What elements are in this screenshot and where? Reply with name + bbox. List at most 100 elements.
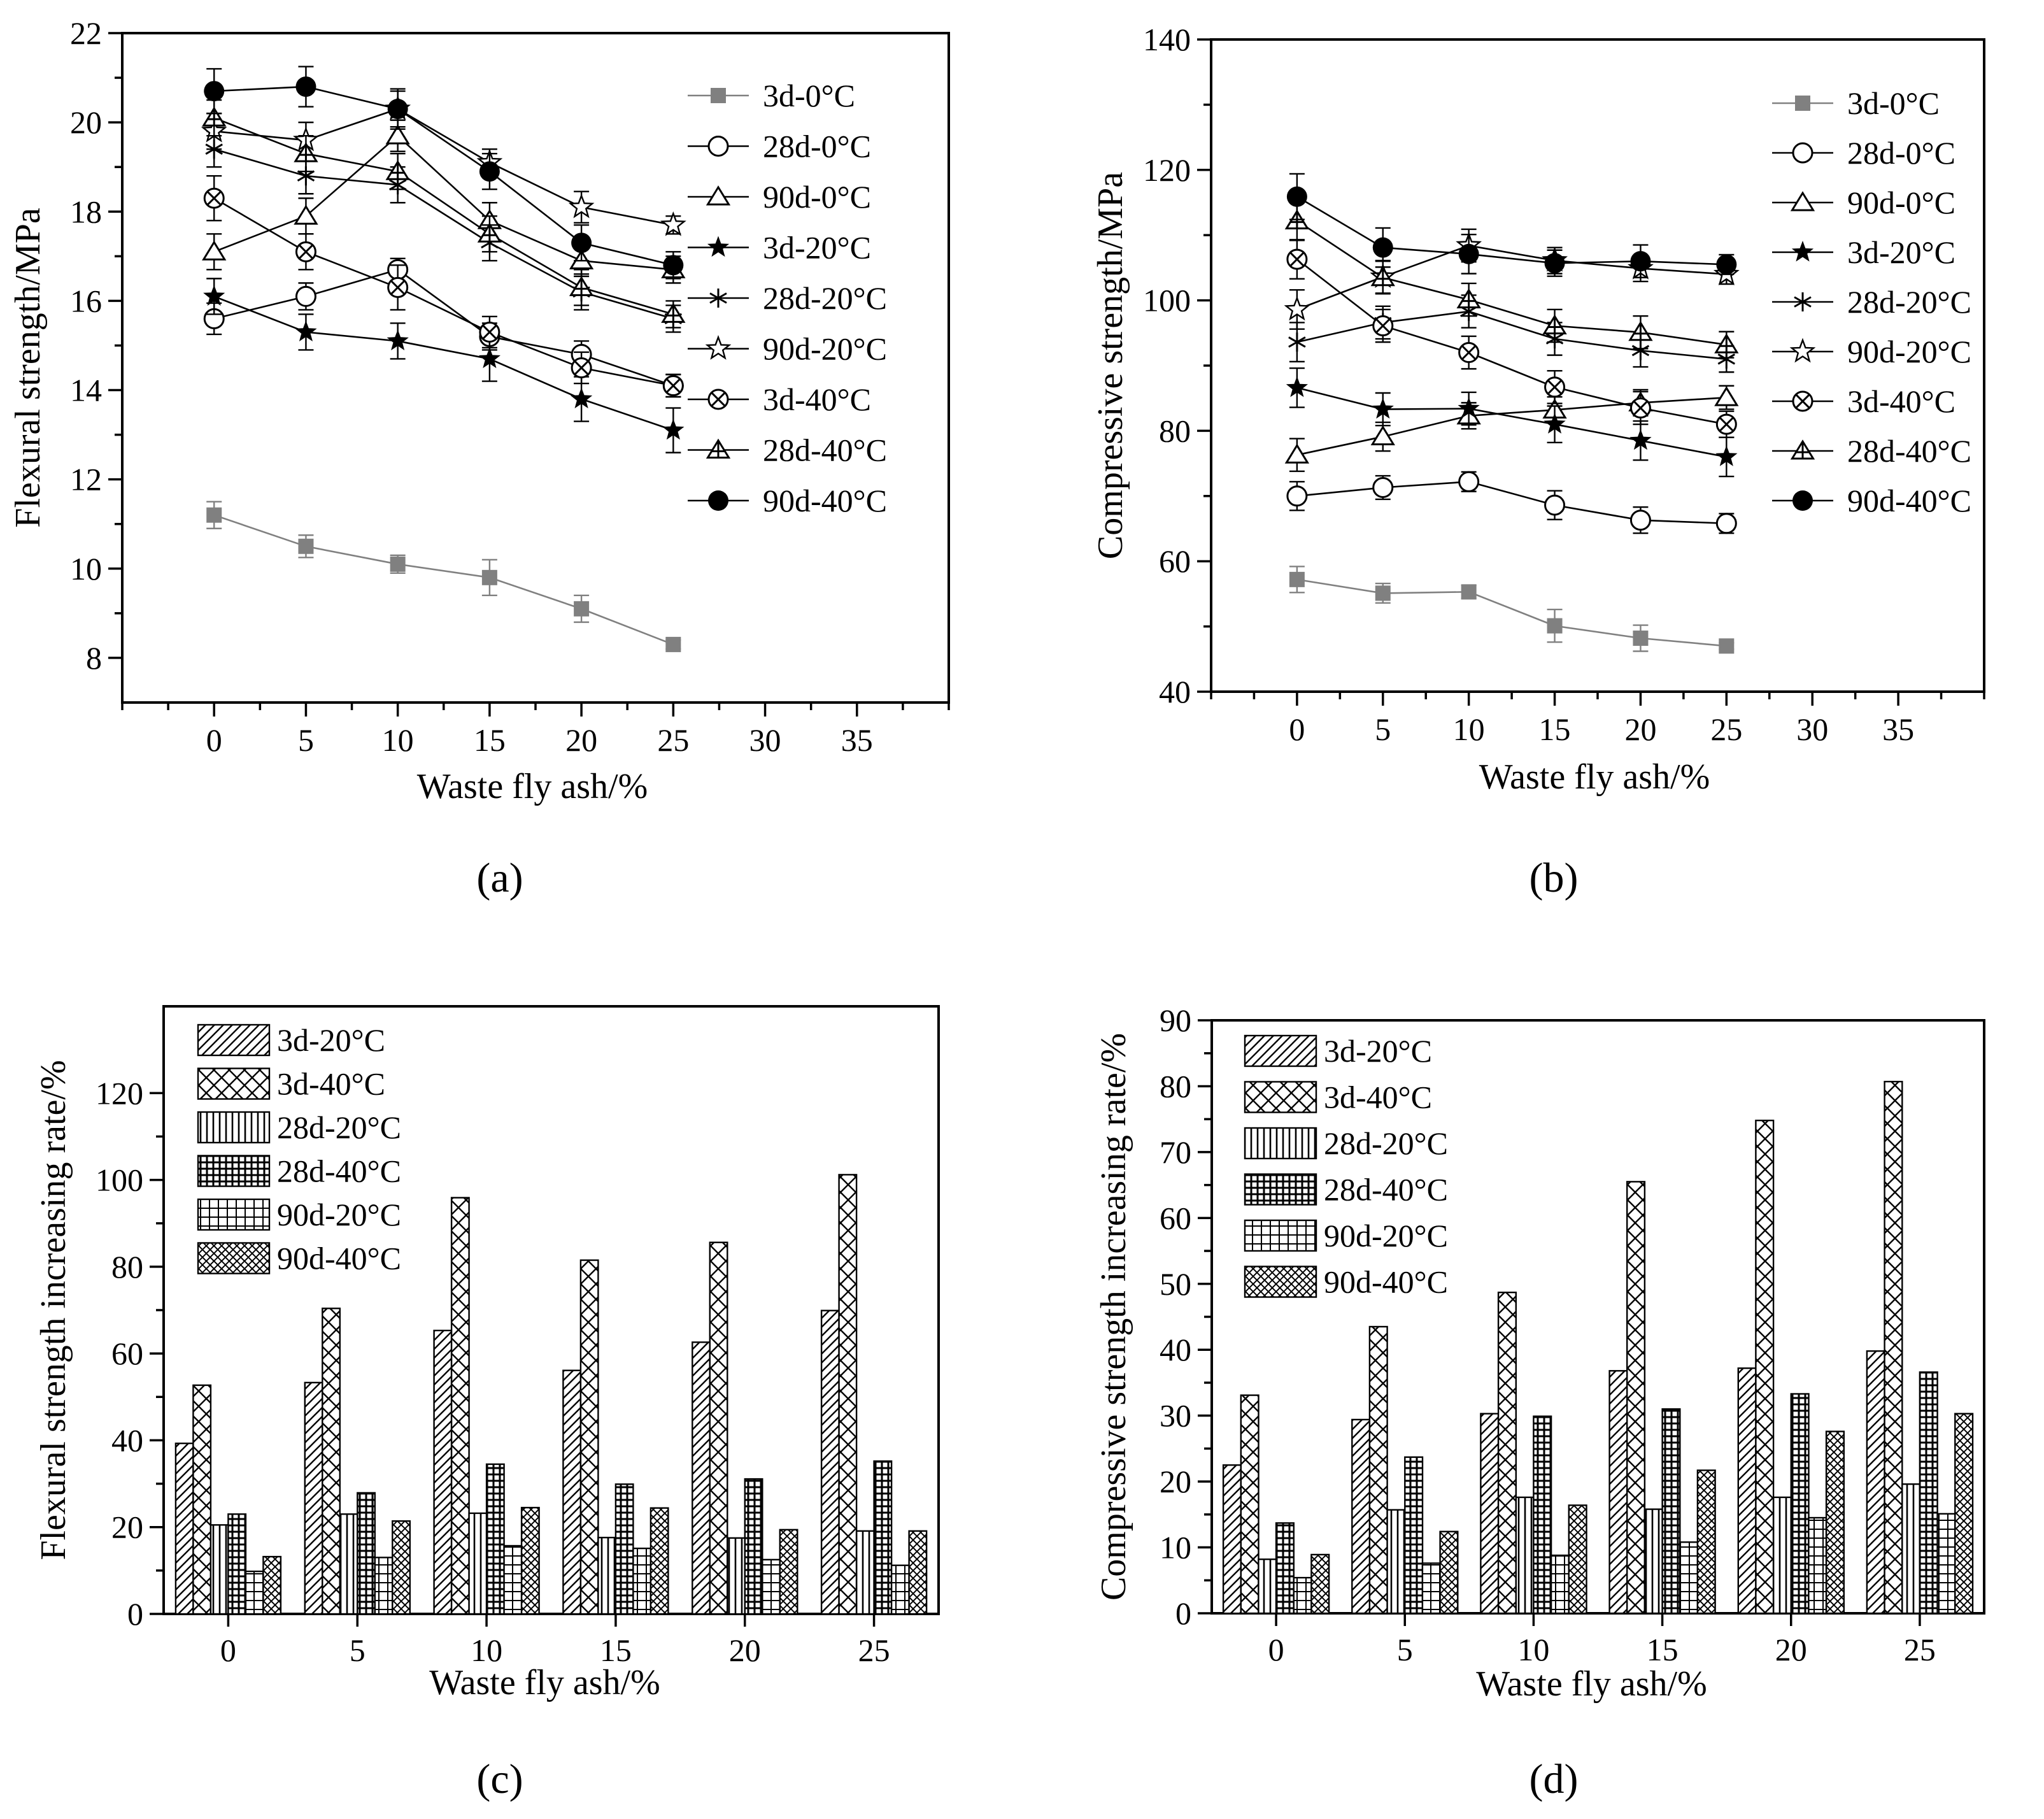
y-axis-title: Flexural strength/MPa bbox=[8, 208, 48, 528]
legend: 3d-0°C 28d-0°C 90d-0°C 3d-20°C 28d-20°C 90d-2… bbox=[688, 78, 887, 518]
data-point bbox=[1544, 376, 1566, 398]
legend-label: 3d-20°C bbox=[1324, 1033, 1432, 1069]
series-28d-20c bbox=[209, 1512, 875, 1615]
x-tick-label: 35 bbox=[1882, 711, 1914, 747]
x-axis-title: Waste fly ash/% bbox=[417, 767, 648, 806]
bar bbox=[468, 1512, 488, 1615]
legend-label: 28d-20°C bbox=[1324, 1125, 1448, 1161]
bar bbox=[339, 1513, 358, 1615]
bar bbox=[1404, 1456, 1424, 1615]
bar bbox=[1310, 1553, 1330, 1615]
x-axis-title: Waste fly ash/% bbox=[1476, 1664, 1707, 1704]
bar bbox=[1386, 1509, 1406, 1615]
series-28d-40c bbox=[1275, 1371, 1938, 1615]
series-90d-20c bbox=[201, 90, 686, 236]
legend-label: 3d-0°C bbox=[763, 78, 855, 113]
series-3d-20c bbox=[1286, 367, 1738, 478]
series-90d-0c bbox=[202, 119, 686, 284]
data-point bbox=[1629, 397, 1651, 419]
data-point bbox=[1372, 315, 1394, 337]
bar bbox=[1626, 1181, 1646, 1615]
data-point bbox=[295, 241, 316, 262]
legend-marker bbox=[1791, 241, 1814, 262]
series-90d-40c bbox=[204, 66, 684, 280]
legend-item-3d-40c: 3d-40°C bbox=[1772, 383, 1955, 419]
legend-swatch bbox=[197, 1067, 271, 1100]
legend-marker bbox=[707, 236, 730, 257]
legend-item-90d-20c: 90d-20°C bbox=[197, 1197, 401, 1232]
x-tick-label: 5 bbox=[298, 722, 314, 758]
y-tick-label: 40 bbox=[1159, 674, 1191, 710]
legend-label: 28d-40°C bbox=[1847, 433, 1971, 469]
legend-marker bbox=[707, 389, 729, 410]
data-point bbox=[298, 538, 314, 554]
bar bbox=[245, 1570, 264, 1615]
y-axis-title: Compressive strength increasing rate/% bbox=[1094, 1033, 1133, 1601]
chart-panel-a: 0 5 10 15 20 25 30 35 8 10 12 14 16 18 20 22 Flexural st… bbox=[8, 15, 950, 806]
data-point bbox=[1629, 429, 1652, 450]
legend-label: 90d-20°C bbox=[1847, 334, 1971, 369]
legend-item-90d-40c: 90d-40°C bbox=[197, 1241, 401, 1276]
legend-item-28d-20c: 28d-20°C bbox=[1772, 284, 1971, 320]
series-90d-40c bbox=[1310, 1413, 1974, 1615]
bar bbox=[855, 1530, 875, 1615]
legend-item-3d-20c: 3d-20°C bbox=[688, 230, 871, 266]
bar bbox=[520, 1506, 540, 1615]
legend-item-3d-40c: 3d-40°C bbox=[197, 1066, 385, 1102]
bar bbox=[392, 1520, 411, 1615]
y-tick-label: 50 bbox=[1160, 1266, 1191, 1302]
bar bbox=[174, 1442, 194, 1615]
data-point bbox=[1286, 376, 1308, 397]
data-point bbox=[665, 636, 681, 652]
y-tick-label: 8 bbox=[86, 640, 102, 676]
data-point bbox=[571, 232, 592, 253]
data-point bbox=[1630, 251, 1651, 272]
chart-panel-d: 0 10 20 30 40 50 60 70 80 90 0 5 10 15 20 25 Compressive… bbox=[1094, 1002, 1985, 1704]
series-line bbox=[214, 85, 674, 266]
bar bbox=[357, 1492, 376, 1615]
legend-item-90d-20c: 90d-20°C bbox=[1244, 1218, 1448, 1253]
data-point bbox=[1719, 638, 1735, 654]
data-point bbox=[1714, 386, 1739, 406]
y-tick-label: 18 bbox=[70, 194, 102, 229]
bar bbox=[1696, 1469, 1716, 1615]
legend-marker bbox=[709, 289, 727, 308]
bar bbox=[762, 1559, 781, 1615]
data-point bbox=[1284, 296, 1310, 321]
legend-marker bbox=[1792, 490, 1813, 511]
legend: 3d-20°C 3d-40°C 28d-20°C 28d-40°C 90d-20°C 90… bbox=[197, 1022, 401, 1276]
series-3d-20c bbox=[203, 278, 685, 453]
legend-label: 3d-20°C bbox=[763, 230, 871, 266]
data-point bbox=[1542, 314, 1567, 335]
bar bbox=[709, 1241, 728, 1615]
legend-label: 3d-40°C bbox=[1324, 1080, 1432, 1115]
x-tick-label: 0 bbox=[1289, 711, 1305, 747]
data-point bbox=[1289, 571, 1305, 587]
series-line bbox=[1296, 259, 1727, 425]
bar bbox=[1533, 1415, 1552, 1615]
bar bbox=[485, 1463, 505, 1615]
bar bbox=[322, 1308, 341, 1615]
x-tick-label: 20 bbox=[1624, 711, 1656, 747]
data-point bbox=[1286, 248, 1308, 270]
x-tick-label: 10 bbox=[471, 1632, 502, 1668]
x-tick-label: 0 bbox=[1268, 1632, 1284, 1667]
legend-swatch bbox=[197, 1024, 271, 1057]
bar bbox=[227, 1513, 247, 1615]
legend-item-28d-40c: 28d-40°C bbox=[197, 1153, 401, 1189]
legend-item-3d-40c: 3d-40°C bbox=[688, 382, 871, 417]
legend-item-3d-40c: 3d-40°C bbox=[1244, 1080, 1432, 1115]
legend-label: 90d-20°C bbox=[763, 331, 887, 367]
data-point bbox=[660, 211, 686, 236]
series-28d-20c bbox=[1288, 294, 1736, 373]
data-point bbox=[295, 285, 316, 307]
data-point bbox=[571, 357, 592, 378]
series-3d-40c bbox=[1240, 1080, 1903, 1615]
data-point bbox=[385, 160, 410, 180]
legend-item-3d-20c: 3d-20°C bbox=[1244, 1033, 1432, 1069]
series-line bbox=[213, 197, 674, 387]
data-point bbox=[1628, 320, 1653, 341]
legend-item-28d-20c: 28d-20°C bbox=[197, 1109, 401, 1145]
bar bbox=[1293, 1576, 1312, 1615]
series-line bbox=[213, 117, 674, 315]
